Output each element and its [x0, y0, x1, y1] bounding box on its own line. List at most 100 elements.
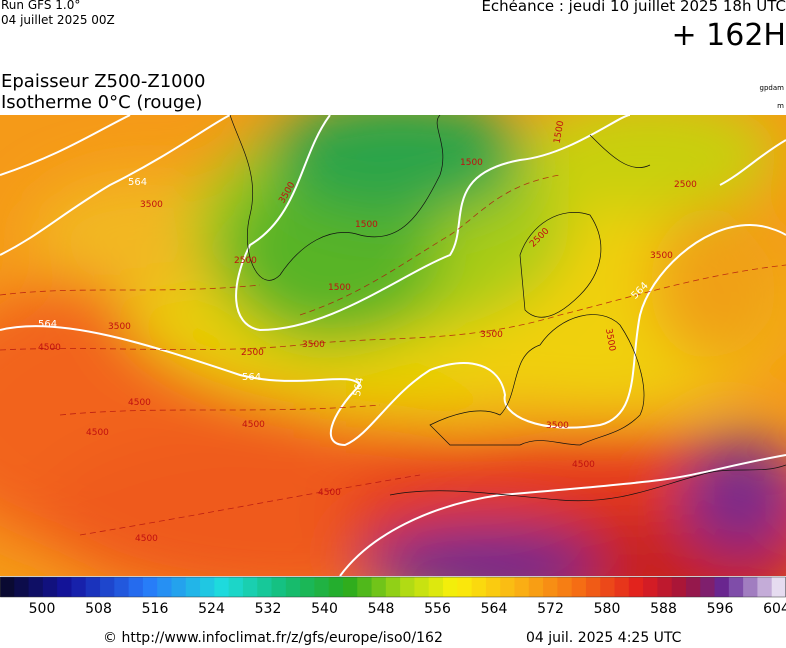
- valid-time: Echéance : jeudi 10 juillet 2025 18h UTC: [481, 0, 786, 15]
- colorbar-cell: [42, 577, 58, 597]
- isotherm-labels: 3500 3500 4500 4500 4500 4500 4500 4500 …: [38, 120, 697, 544]
- colorbar-cell: [685, 577, 701, 597]
- isotherm-label: 3500: [650, 251, 673, 261]
- colorbar-cell: [200, 577, 215, 597]
- colorbar-cell: [585, 577, 601, 597]
- contour-label: 564: [128, 177, 147, 188]
- thickness-field: 564 564 564 564 564 3500 3500 4500 4500 …: [0, 115, 786, 576]
- colorbar-cell: [485, 577, 501, 597]
- colorbar-cell: [543, 577, 558, 597]
- isotherm-label: 3500: [546, 421, 569, 431]
- colorbar-cell: [414, 577, 430, 597]
- colorbar-cell: [157, 577, 172, 597]
- colorbar-label: 540: [311, 601, 338, 617]
- colorbar-cell: [285, 577, 301, 597]
- colorbar-cell: [100, 577, 115, 597]
- colorbar: 500 508 516 524 532 540 548 556 564 572 580 588 596 6…: [0, 576, 786, 617]
- colorbar-cell: [643, 577, 658, 597]
- colorbar-cell: [400, 577, 415, 597]
- isotherm-label: 4500: [572, 460, 595, 470]
- run-label: Run GFS 1.0°: [1, 0, 81, 12]
- colorbar-cell: [85, 577, 101, 597]
- isotherm-label: 1500: [460, 158, 483, 168]
- colorbar-cell: [443, 577, 458, 597]
- colorbar-cell: [342, 577, 358, 597]
- unit-label: gpdam: [759, 84, 784, 92]
- isotherm-label: 4500: [242, 420, 265, 430]
- colorbar-label: 516: [142, 601, 169, 617]
- thickness-contours: [0, 115, 786, 576]
- isotherm-label: 3500: [603, 328, 617, 353]
- colorbar-cell: [614, 577, 630, 597]
- colorbar-cell: [571, 577, 587, 597]
- isotherm-label: 3500: [140, 200, 163, 210]
- colorbar-cell: [457, 577, 473, 597]
- isotherm-label: 2500: [674, 180, 697, 190]
- isotherm-label: 3500: [480, 330, 503, 340]
- colorbar-label: 532: [255, 601, 282, 617]
- colorbar-cell: [128, 577, 144, 597]
- run-date: 04 juillet 2025 00Z: [1, 13, 115, 27]
- colorbar-cell: [228, 577, 244, 597]
- colorbar-cell: [300, 577, 315, 597]
- colorbar-cell: [114, 577, 130, 597]
- colorbar-cell: [328, 577, 344, 597]
- colorbar-label: 580: [594, 601, 621, 617]
- unit-label: m: [777, 102, 784, 110]
- colorbar-cell: [700, 577, 716, 597]
- colorbar-cell: [671, 577, 687, 597]
- colorbar-cell: [271, 577, 287, 597]
- contour-label: 564: [352, 377, 366, 398]
- contour-label: 564: [242, 372, 261, 383]
- colorbar-label: 556: [424, 601, 451, 617]
- coastlines: [229, 115, 786, 502]
- colorbar-cell: [314, 577, 330, 597]
- colorbar-cell: [557, 577, 573, 597]
- colorbar-label: 524: [198, 601, 225, 617]
- colorbar-cell: [500, 577, 515, 597]
- colorbar-cell: [385, 577, 401, 597]
- colorbar-cell: [257, 577, 273, 597]
- isotherm-label: 2500: [234, 256, 257, 266]
- colorbar-label: 548: [368, 601, 395, 617]
- colorbar-cell: [743, 577, 758, 597]
- subtitle: Isotherme 0°C (rouge): [1, 92, 203, 113]
- isotherm-label: 1500: [355, 220, 378, 230]
- isotherm-label: 3500: [302, 340, 325, 350]
- colorbar-cell: [357, 577, 373, 597]
- colorbar-cell: [371, 577, 387, 597]
- source-url: © http://www.infoclimat.fr/z/gfs/europe/…: [103, 630, 443, 646]
- colorbar-cell: [0, 577, 15, 597]
- colorbar-label: 572: [537, 601, 564, 617]
- map: 564 564 564 564 564 3500 3500 4500 4500 …: [0, 115, 786, 576]
- colorbar-label: 604: [763, 601, 786, 617]
- colorbar-cell: [428, 577, 444, 597]
- colorbar-cell: [28, 577, 44, 597]
- isotherm-label: 3500: [108, 322, 131, 332]
- title: Epaisseur Z500-Z1000: [1, 71, 206, 92]
- colorbar-label: 508: [85, 601, 112, 617]
- colorbar-cell: [171, 577, 187, 597]
- isotherm-label: 1500: [553, 120, 567, 145]
- colorbar-cell: [528, 577, 544, 597]
- colorbar-cell: [514, 577, 530, 597]
- colorbar-cell: [14, 577, 30, 597]
- colorbar-cell: [600, 577, 616, 597]
- colorbar-cell: [185, 577, 201, 597]
- colorbar-cell: [214, 577, 230, 597]
- colorbar-label: 588: [650, 601, 677, 617]
- isotherm-contours: [0, 174, 786, 536]
- isotherm-label: 4500: [38, 343, 61, 353]
- isotherm-label: 4500: [318, 488, 341, 498]
- timestamp: 04 juil. 2025 4:25 UTC: [526, 630, 682, 646]
- colorbar-cell: [628, 577, 644, 597]
- colorbar-cell: [57, 577, 72, 597]
- lead-time: + 162H: [671, 18, 786, 53]
- colorbar-cell: [657, 577, 673, 597]
- isotherm-label: 1500: [328, 283, 351, 293]
- colorbar-cell: [714, 577, 730, 597]
- colorbar-cell: [71, 577, 87, 597]
- colorbar-label: 564: [481, 601, 508, 617]
- isotherm-label: 4500: [86, 428, 109, 438]
